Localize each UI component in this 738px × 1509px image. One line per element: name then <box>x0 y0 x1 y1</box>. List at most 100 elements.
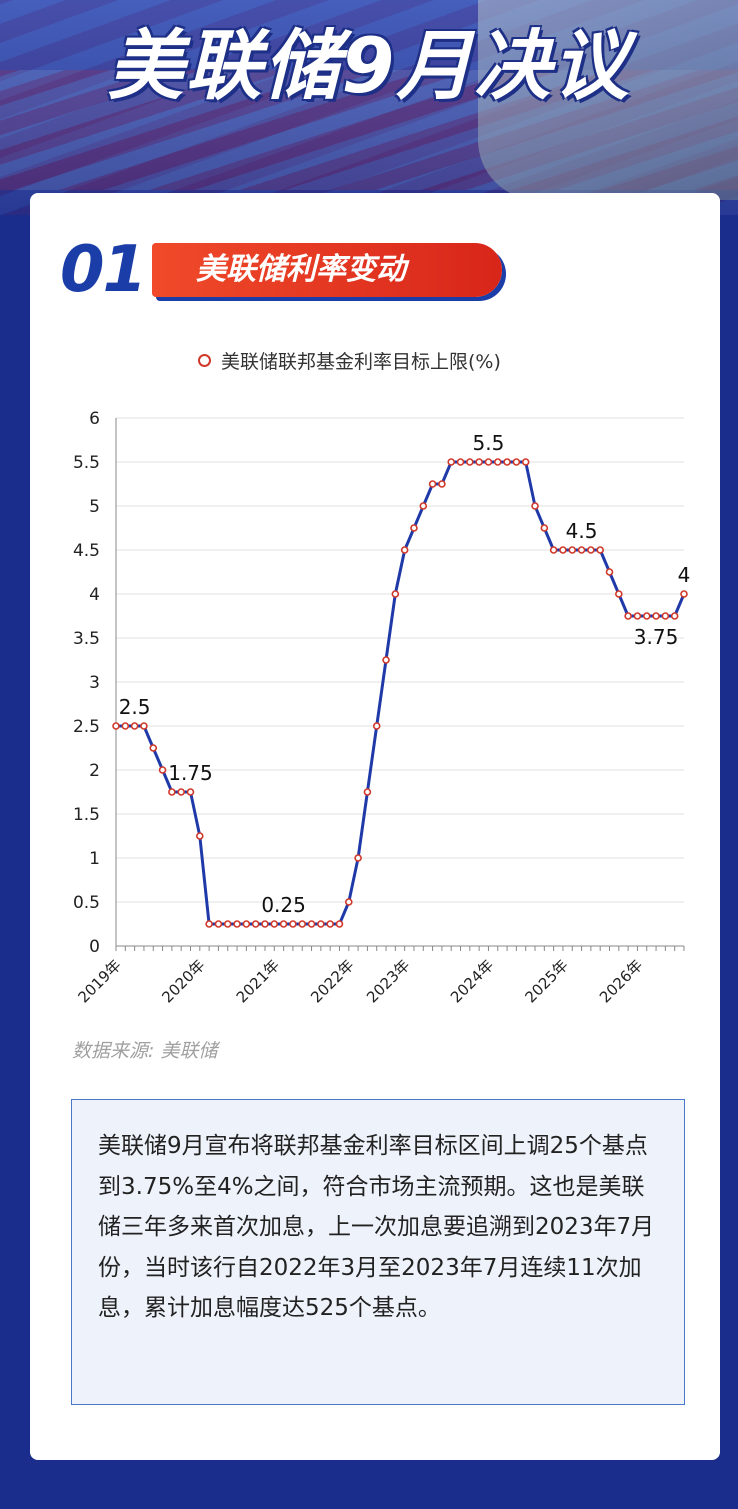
data-point <box>512 458 521 466</box>
data-point <box>354 854 362 862</box>
data-point <box>521 458 530 466</box>
data-point <box>270 920 279 928</box>
data-point <box>298 920 307 928</box>
data-point <box>158 766 167 774</box>
data-source: 数据来源: 美联储 <box>72 1040 218 1062</box>
data-point <box>577 546 586 554</box>
data-point <box>196 832 204 840</box>
data-label: 3.75 <box>634 625 679 649</box>
summary-note: 美联储9月宣布将联邦基金利率目标区间上调25个基点到3.75%至4%之间，符合市… <box>71 1099 685 1405</box>
data-point <box>531 502 539 510</box>
data-point <box>307 920 316 928</box>
dollar-bill-image <box>478 0 738 200</box>
data-point <box>317 920 325 928</box>
data-point <box>177 788 185 796</box>
data-point <box>400 546 409 554</box>
data-point <box>652 612 660 620</box>
y-tick-label: 1 <box>89 849 100 869</box>
data-point <box>140 722 148 730</box>
chart-legend: 美联储联邦基金利率目标上限(%) <box>198 347 501 374</box>
legend-marker-icon <box>198 354 211 367</box>
data-point <box>130 722 139 730</box>
data-point <box>484 458 493 466</box>
y-tick-label: 3 <box>89 673 100 693</box>
y-tick-label: 4 <box>89 585 100 605</box>
data-label: 4.5 <box>566 519 598 543</box>
data-point <box>251 920 260 928</box>
data-point <box>205 920 213 928</box>
rate-line-chart: 0 0.5 1 1.5 2 2.5 3 3.5 4 4.5 5 5.5 6 2019年 2020年 2021年… <box>73 409 691 1006</box>
data-point <box>419 502 428 510</box>
data-point <box>372 722 381 730</box>
data-point <box>214 920 223 928</box>
data-point <box>410 524 418 532</box>
section-number: 01 <box>60 233 147 307</box>
y-tick-label: 2.5 <box>73 717 100 737</box>
data-point <box>326 920 334 928</box>
data-point <box>549 546 558 554</box>
data-point <box>279 920 288 928</box>
y-tick-label: 1.5 <box>73 805 100 825</box>
content-card: 01 美联储利率变动 美联储联邦基金利率目标上限(%) 0 0.5 1 1.5 2 2.5… <box>30 193 720 1460</box>
data-point <box>186 788 195 796</box>
data-point <box>382 656 390 664</box>
data-point <box>605 568 614 576</box>
data-label: 2.5 <box>119 695 151 719</box>
page-title: 美联储9月决议 <box>107 21 631 110</box>
data-point <box>540 524 549 532</box>
y-tick-label: 6 <box>89 409 100 429</box>
data-point <box>642 612 651 620</box>
data-point <box>680 590 688 598</box>
data-point <box>289 920 297 928</box>
header-banner: 美联储9月决议 <box>0 0 738 215</box>
legend-label: 美联储联邦基金利率目标上限(%) <box>221 351 501 373</box>
data-point <box>438 480 446 488</box>
data-point <box>344 898 353 906</box>
data-point <box>559 546 567 554</box>
section-label: 美联储利率变动 <box>152 243 502 297</box>
x-tick-label: 2026年 <box>596 956 646 1006</box>
y-tick-label: 5 <box>89 497 100 517</box>
data-point <box>587 546 595 554</box>
data-point <box>428 480 437 488</box>
x-tick-label: 2025年 <box>521 956 571 1006</box>
y-tick-label: 5.5 <box>73 453 100 473</box>
y-tick-label: 0.5 <box>73 893 100 913</box>
x-tick-label: 2023年 <box>363 956 413 1006</box>
x-tick-label: 2021年 <box>233 956 283 1006</box>
data-point <box>242 920 251 928</box>
data-point <box>447 458 456 466</box>
data-point <box>568 546 577 554</box>
data-label: 1.75 <box>168 761 213 785</box>
data-point <box>596 546 604 554</box>
data-point <box>633 612 642 620</box>
x-tick-label: 2024年 <box>447 956 497 1006</box>
series-line <box>116 460 686 926</box>
data-point <box>475 458 483 466</box>
data-point <box>223 920 232 928</box>
data-label: 5.5 <box>473 431 505 455</box>
data-label: 4 <box>678 563 691 587</box>
data-label: 0.25 <box>261 893 306 917</box>
data-point <box>121 722 130 730</box>
data-point <box>466 458 474 466</box>
y-tick-label: 2 <box>89 761 100 781</box>
y-tick-label: 0 <box>89 937 100 957</box>
data-point <box>391 590 400 598</box>
data-point <box>261 920 269 928</box>
y-tick-label: 4.5 <box>73 541 100 561</box>
x-tick-label: 2020年 <box>158 956 208 1006</box>
x-tick-label: 2019年 <box>74 956 124 1006</box>
data-point <box>503 458 511 466</box>
data-point <box>624 612 632 620</box>
data-point <box>456 458 465 466</box>
data-point <box>233 920 241 928</box>
data-point <box>615 590 623 598</box>
data-point <box>493 458 502 466</box>
y-tick-label: 3.5 <box>73 629 100 649</box>
data-point <box>335 920 344 928</box>
data-point <box>670 612 679 620</box>
data-point <box>112 722 120 730</box>
data-point <box>149 744 158 752</box>
x-tick-label: 2022年 <box>307 956 357 1006</box>
